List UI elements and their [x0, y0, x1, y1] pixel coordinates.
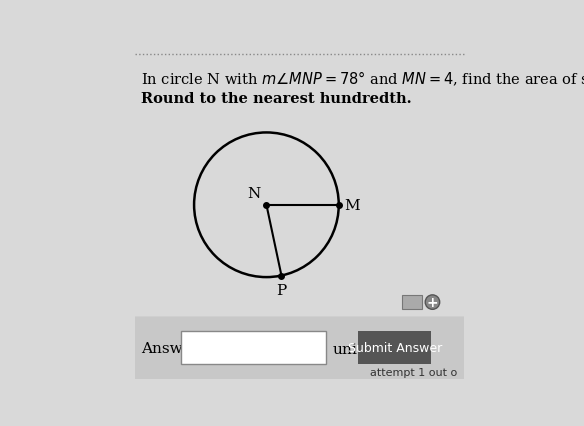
Text: P: P	[276, 283, 287, 297]
Text: attempt 1 out o: attempt 1 out o	[370, 368, 457, 377]
FancyBboxPatch shape	[181, 331, 326, 364]
Text: M: M	[345, 199, 360, 212]
Text: Round to the nearest hundredth.: Round to the nearest hundredth.	[141, 92, 412, 106]
Text: units$^2$: units$^2$	[332, 339, 378, 357]
Text: In circle N with $m\angle MNP = 78°$ and $MN = 4$, find the area of sector MNP.: In circle N with $m\angle MNP = 78°$ and…	[141, 69, 584, 87]
Text: N: N	[247, 187, 260, 201]
FancyBboxPatch shape	[135, 317, 464, 379]
Text: Submit Answer: Submit Answer	[347, 342, 442, 354]
FancyBboxPatch shape	[359, 331, 431, 364]
FancyBboxPatch shape	[402, 295, 422, 310]
Text: +: +	[427, 295, 438, 309]
Circle shape	[425, 295, 440, 310]
Text: Answer:: Answer:	[141, 341, 205, 355]
